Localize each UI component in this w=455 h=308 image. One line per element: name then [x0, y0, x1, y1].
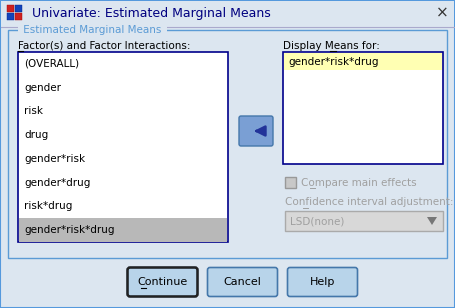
- Text: gender*risk*drug: gender*risk*drug: [288, 57, 379, 67]
- Text: ×: ×: [435, 6, 448, 21]
- FancyBboxPatch shape: [15, 5, 22, 12]
- FancyBboxPatch shape: [127, 268, 197, 297]
- Text: Display Means for:: Display Means for:: [283, 41, 380, 51]
- FancyBboxPatch shape: [239, 116, 273, 146]
- FancyBboxPatch shape: [7, 13, 14, 20]
- FancyBboxPatch shape: [283, 52, 443, 164]
- Text: risk: risk: [24, 106, 43, 116]
- Text: (OVERALL): (OVERALL): [24, 59, 79, 69]
- Text: drug: drug: [24, 130, 48, 140]
- FancyBboxPatch shape: [207, 268, 278, 297]
- FancyBboxPatch shape: [19, 218, 227, 242]
- Text: Cancel: Cancel: [223, 277, 262, 287]
- FancyBboxPatch shape: [7, 5, 14, 12]
- FancyBboxPatch shape: [285, 211, 443, 231]
- Text: Confidence interval adjustment:: Confidence interval adjustment:: [285, 197, 454, 207]
- FancyBboxPatch shape: [288, 268, 358, 297]
- FancyBboxPatch shape: [18, 52, 228, 242]
- Text: gender*drug: gender*drug: [24, 178, 91, 188]
- FancyBboxPatch shape: [8, 30, 447, 258]
- Text: Compare main effects: Compare main effects: [301, 177, 417, 188]
- Text: Continue: Continue: [137, 277, 187, 287]
- Text: risk*drug: risk*drug: [24, 201, 72, 211]
- FancyBboxPatch shape: [284, 53, 442, 70]
- Text: LSD(none): LSD(none): [290, 216, 344, 226]
- Text: gender*risk: gender*risk: [24, 154, 85, 164]
- Polygon shape: [427, 217, 437, 225]
- Text: Univariate: Estimated Marginal Means: Univariate: Estimated Marginal Means: [32, 6, 271, 19]
- Text: Factor(s) and Factor Interactions:: Factor(s) and Factor Interactions:: [18, 41, 191, 51]
- Text: gender: gender: [24, 83, 61, 93]
- FancyBboxPatch shape: [1, 1, 454, 27]
- Text: gender*risk*drug: gender*risk*drug: [24, 225, 115, 235]
- Text: Help: Help: [310, 277, 335, 287]
- FancyBboxPatch shape: [285, 177, 296, 188]
- Text: Estimated Marginal Means: Estimated Marginal Means: [20, 25, 165, 35]
- FancyBboxPatch shape: [15, 13, 22, 20]
